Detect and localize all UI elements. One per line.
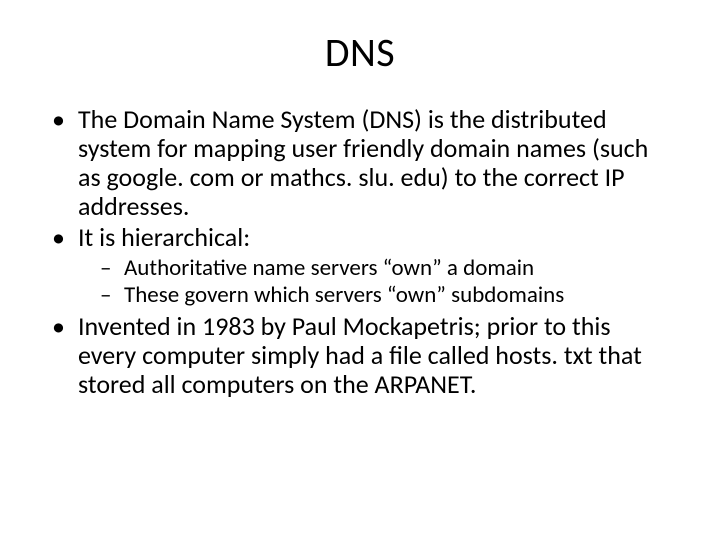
sub-bullet-item: Authoritative name servers “own” a domai… — [98, 255, 672, 283]
bullet-item: Invented in 1983 by Paul Mockapetris; pr… — [48, 312, 672, 399]
bullet-item: The Domain Name System (DNS) is the dist… — [48, 105, 672, 221]
slide-title: DNS — [48, 28, 672, 77]
sub-bullet-text: These govern which servers “own” subdoma… — [124, 281, 564, 309]
slide-container: { "title": "DNS", "bullets": { "b1": "Th… — [0, 0, 720, 540]
bullet-text: Invented in 1983 by Paul Mockapetris; pr… — [78, 310, 642, 400]
bullet-list-level1: The Domain Name System (DNS) is the dist… — [48, 105, 672, 399]
slide-body: The Domain Name System (DNS) is the dist… — [48, 105, 672, 399]
bullet-item: It is hierarchical: Authoritative name s… — [48, 223, 672, 309]
bullet-text: It is hierarchical: — [78, 221, 250, 253]
bullet-text: The Domain Name System (DNS) is the dist… — [78, 103, 648, 222]
bullet-list-level2: Authoritative name servers “own” a domai… — [78, 255, 672, 310]
sub-bullet-item: These govern which servers “own” subdoma… — [98, 282, 672, 310]
sub-bullet-text: Authoritative name servers “own” a domai… — [124, 254, 534, 282]
